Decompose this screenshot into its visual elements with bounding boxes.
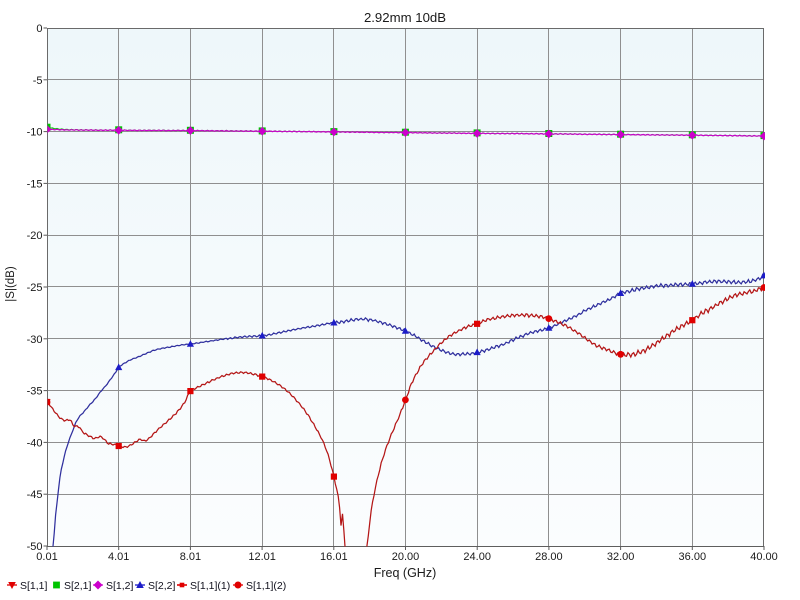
svg-text:S[1,2]: S[1,2] [106, 580, 134, 592]
svg-text:-30: -30 [27, 334, 43, 346]
svg-text:-5: -5 [33, 75, 43, 87]
svg-text:-20: -20 [27, 230, 43, 242]
svg-text:Freq (GHz): Freq (GHz) [374, 566, 437, 580]
svg-text:-45: -45 [27, 489, 43, 501]
svg-text:12.01: 12.01 [248, 551, 276, 563]
svg-text:S[1,1]: S[1,1] [20, 580, 48, 592]
svg-text:4.01: 4.01 [108, 551, 129, 563]
svg-text:2.92mm 10dB: 2.92mm 10dB [364, 10, 446, 25]
svg-text:32.00: 32.00 [607, 551, 635, 563]
svg-text:36.00: 36.00 [679, 551, 707, 563]
svg-text:-10: -10 [27, 127, 43, 139]
svg-text:S[2,1]: S[2,1] [64, 580, 92, 592]
svg-text:8.01: 8.01 [180, 551, 201, 563]
svg-text:28.00: 28.00 [535, 551, 563, 563]
svg-text:16.01: 16.01 [320, 551, 348, 563]
svg-text:-25: -25 [27, 282, 43, 294]
svg-text:-40: -40 [27, 437, 43, 449]
svg-text:24.00: 24.00 [463, 551, 491, 563]
svg-text:0: 0 [36, 23, 42, 35]
svg-text:-35: -35 [27, 386, 43, 398]
svg-text:S[1,1](2): S[1,1](2) [246, 580, 286, 592]
svg-text:-15: -15 [27, 178, 43, 190]
svg-text:0.01: 0.01 [36, 551, 57, 563]
svg-text:40.00: 40.00 [750, 551, 778, 563]
svg-text:S[2,2]: S[2,2] [148, 580, 176, 592]
svg-text:|S|(dB): |S|(dB) [5, 266, 17, 302]
svg-text:20.00: 20.00 [392, 551, 420, 563]
svg-text:S[1,1](1): S[1,1](1) [190, 580, 230, 592]
svg-text:-50: -50 [27, 541, 43, 553]
